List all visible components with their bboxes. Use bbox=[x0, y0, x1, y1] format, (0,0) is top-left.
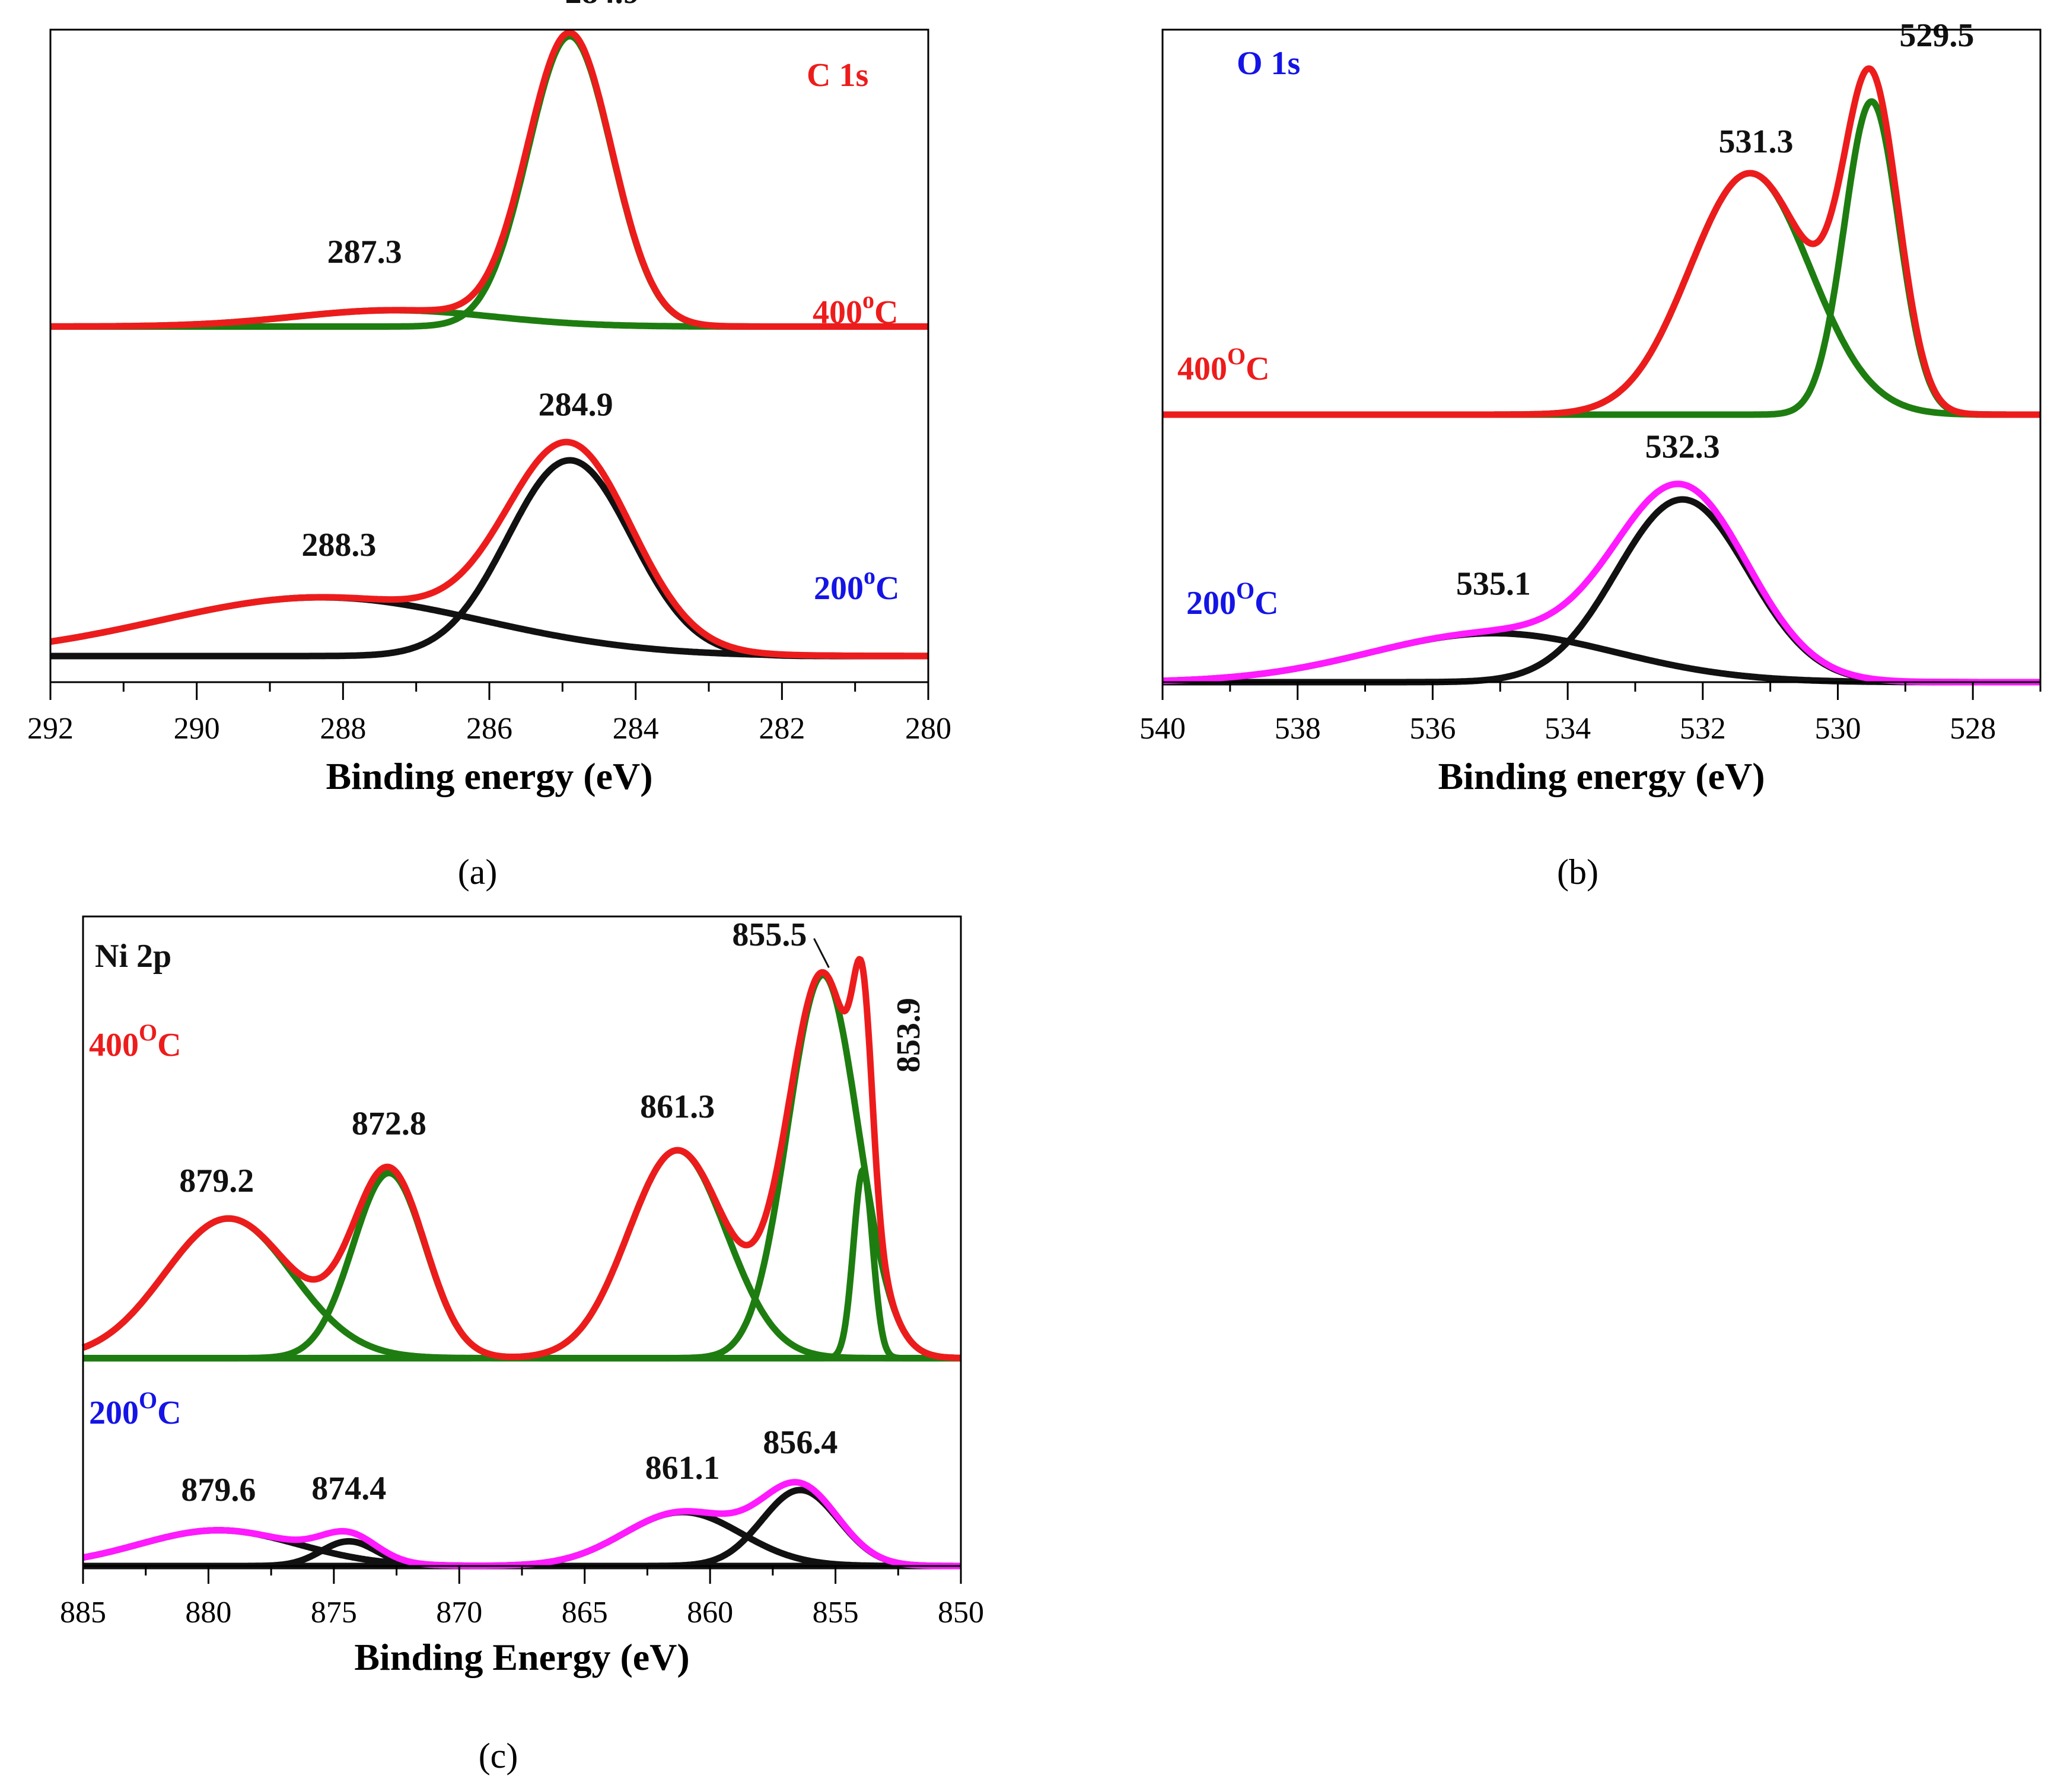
x-tick-label: 850 bbox=[938, 1596, 984, 1629]
x-tick-label: 538 bbox=[1275, 712, 1321, 746]
envelope-b-0 bbox=[1160, 65, 2043, 418]
envelope-c-1 bbox=[81, 1479, 963, 1570]
peak-label: 284.9 bbox=[539, 387, 613, 424]
peak-label: 284.9 bbox=[565, 0, 640, 11]
panel-label: (c) bbox=[479, 1736, 518, 1775]
component-peak-c-0-0 bbox=[81, 1215, 963, 1362]
x-tick-label: 532 bbox=[1680, 712, 1726, 746]
x-tick-label: 284 bbox=[613, 712, 659, 746]
envelope-b-1 bbox=[1160, 480, 2043, 686]
envelope-a-0 bbox=[48, 29, 931, 330]
x-tick-label: 865 bbox=[562, 1596, 608, 1629]
peak-label: 287.3 bbox=[327, 234, 402, 270]
component-peak-c-0-1 bbox=[81, 1170, 963, 1362]
envelope-c-0 bbox=[81, 956, 963, 1361]
level-label: 200OC bbox=[89, 1387, 182, 1431]
component-peak-a-0-0 bbox=[48, 33, 931, 330]
component-peak-a-1-0 bbox=[48, 457, 931, 660]
component-peak-a-1-1 bbox=[48, 594, 931, 660]
peak-label: 856.4 bbox=[763, 1424, 838, 1461]
x-tick-label: 286 bbox=[466, 712, 512, 746]
component-peak-c-1-2 bbox=[81, 1508, 963, 1570]
plot-frame bbox=[49, 28, 929, 683]
level-label: 200oC bbox=[814, 562, 899, 607]
peak-label: 861.3 bbox=[640, 1088, 715, 1125]
x-tick-label: 528 bbox=[1950, 712, 1996, 746]
peak-label: 853.9 bbox=[890, 998, 927, 1072]
envelope-a-1 bbox=[48, 438, 931, 660]
peak-label: 879.6 bbox=[181, 1472, 256, 1508]
panel-label: (a) bbox=[458, 852, 498, 892]
panel-a-c1s: C 1s 400oC 284.9 287.3 200oC 284.9 288.3 292 290… bbox=[27, 0, 951, 892]
x-axis-label: Binding Energy (eV) bbox=[354, 1636, 689, 1678]
x-tick-label: 536 bbox=[1409, 712, 1456, 746]
panel-title: C 1s bbox=[807, 57, 868, 94]
panel-label: (b) bbox=[1557, 852, 1599, 892]
panel-b-o1s: O 1s 400OC 531.3 529.5 200OC 532.3 535.1 540 538… bbox=[1139, 17, 2043, 892]
peak-label: 861.1 bbox=[645, 1450, 720, 1487]
level-label: 200OC bbox=[1186, 577, 1279, 622]
x-axis-label: Binding energy (eV) bbox=[326, 755, 652, 797]
x-tick-label: 875 bbox=[311, 1596, 357, 1629]
x-tick-label: 280 bbox=[905, 712, 951, 746]
component-peak-b-1-0 bbox=[1160, 496, 2043, 686]
x-axis-label: Binding energy (eV) bbox=[1438, 755, 1765, 797]
x-tick-label: 288 bbox=[320, 712, 366, 746]
x-tick-label: 880 bbox=[185, 1596, 231, 1629]
level-label: 400OC bbox=[89, 1019, 182, 1064]
x-tick-label: 290 bbox=[174, 712, 220, 746]
panel-title: O 1s bbox=[1237, 45, 1300, 82]
x-tick-label: 530 bbox=[1814, 712, 1861, 746]
component-peak-b-1-1 bbox=[1160, 630, 2043, 686]
x-tick-label: 885 bbox=[60, 1596, 106, 1629]
annotation-arrow bbox=[813, 938, 830, 968]
plot-frame bbox=[1161, 28, 2042, 683]
x-tick-label: 540 bbox=[1139, 712, 1186, 746]
x-tick-label: 292 bbox=[27, 712, 74, 746]
peak-label: 535.1 bbox=[1456, 565, 1531, 602]
peak-label: 531.3 bbox=[1718, 123, 1793, 160]
x-tick-label: 870 bbox=[436, 1596, 482, 1629]
peak-label: 872.8 bbox=[352, 1105, 426, 1142]
component-peak-b-0-1 bbox=[1160, 98, 2043, 418]
x-tick-label: 534 bbox=[1545, 712, 1591, 746]
x-tick-label: 282 bbox=[759, 712, 805, 746]
level-label: 400oC bbox=[813, 287, 898, 331]
peak-label: 532.3 bbox=[1645, 429, 1720, 466]
peak-label: 529.5 bbox=[1899, 17, 1974, 54]
panel-title: Ni 2p bbox=[95, 938, 171, 975]
plot-frame bbox=[82, 915, 962, 1567]
peak-label: 879.2 bbox=[179, 1163, 254, 1199]
panel-c-ni2p: Ni 2p 400OC 879.2 872.8 861.3 855.5 853.9 200OC… bbox=[60, 915, 984, 1775]
x-tick-label: 860 bbox=[687, 1596, 733, 1629]
peak-label: 855.5 bbox=[732, 916, 807, 953]
level-label: 400OC bbox=[1177, 343, 1270, 387]
peak-label: 874.4 bbox=[311, 1470, 386, 1507]
x-tick-label: 855 bbox=[813, 1596, 859, 1629]
peak-label: 288.3 bbox=[301, 527, 376, 564]
